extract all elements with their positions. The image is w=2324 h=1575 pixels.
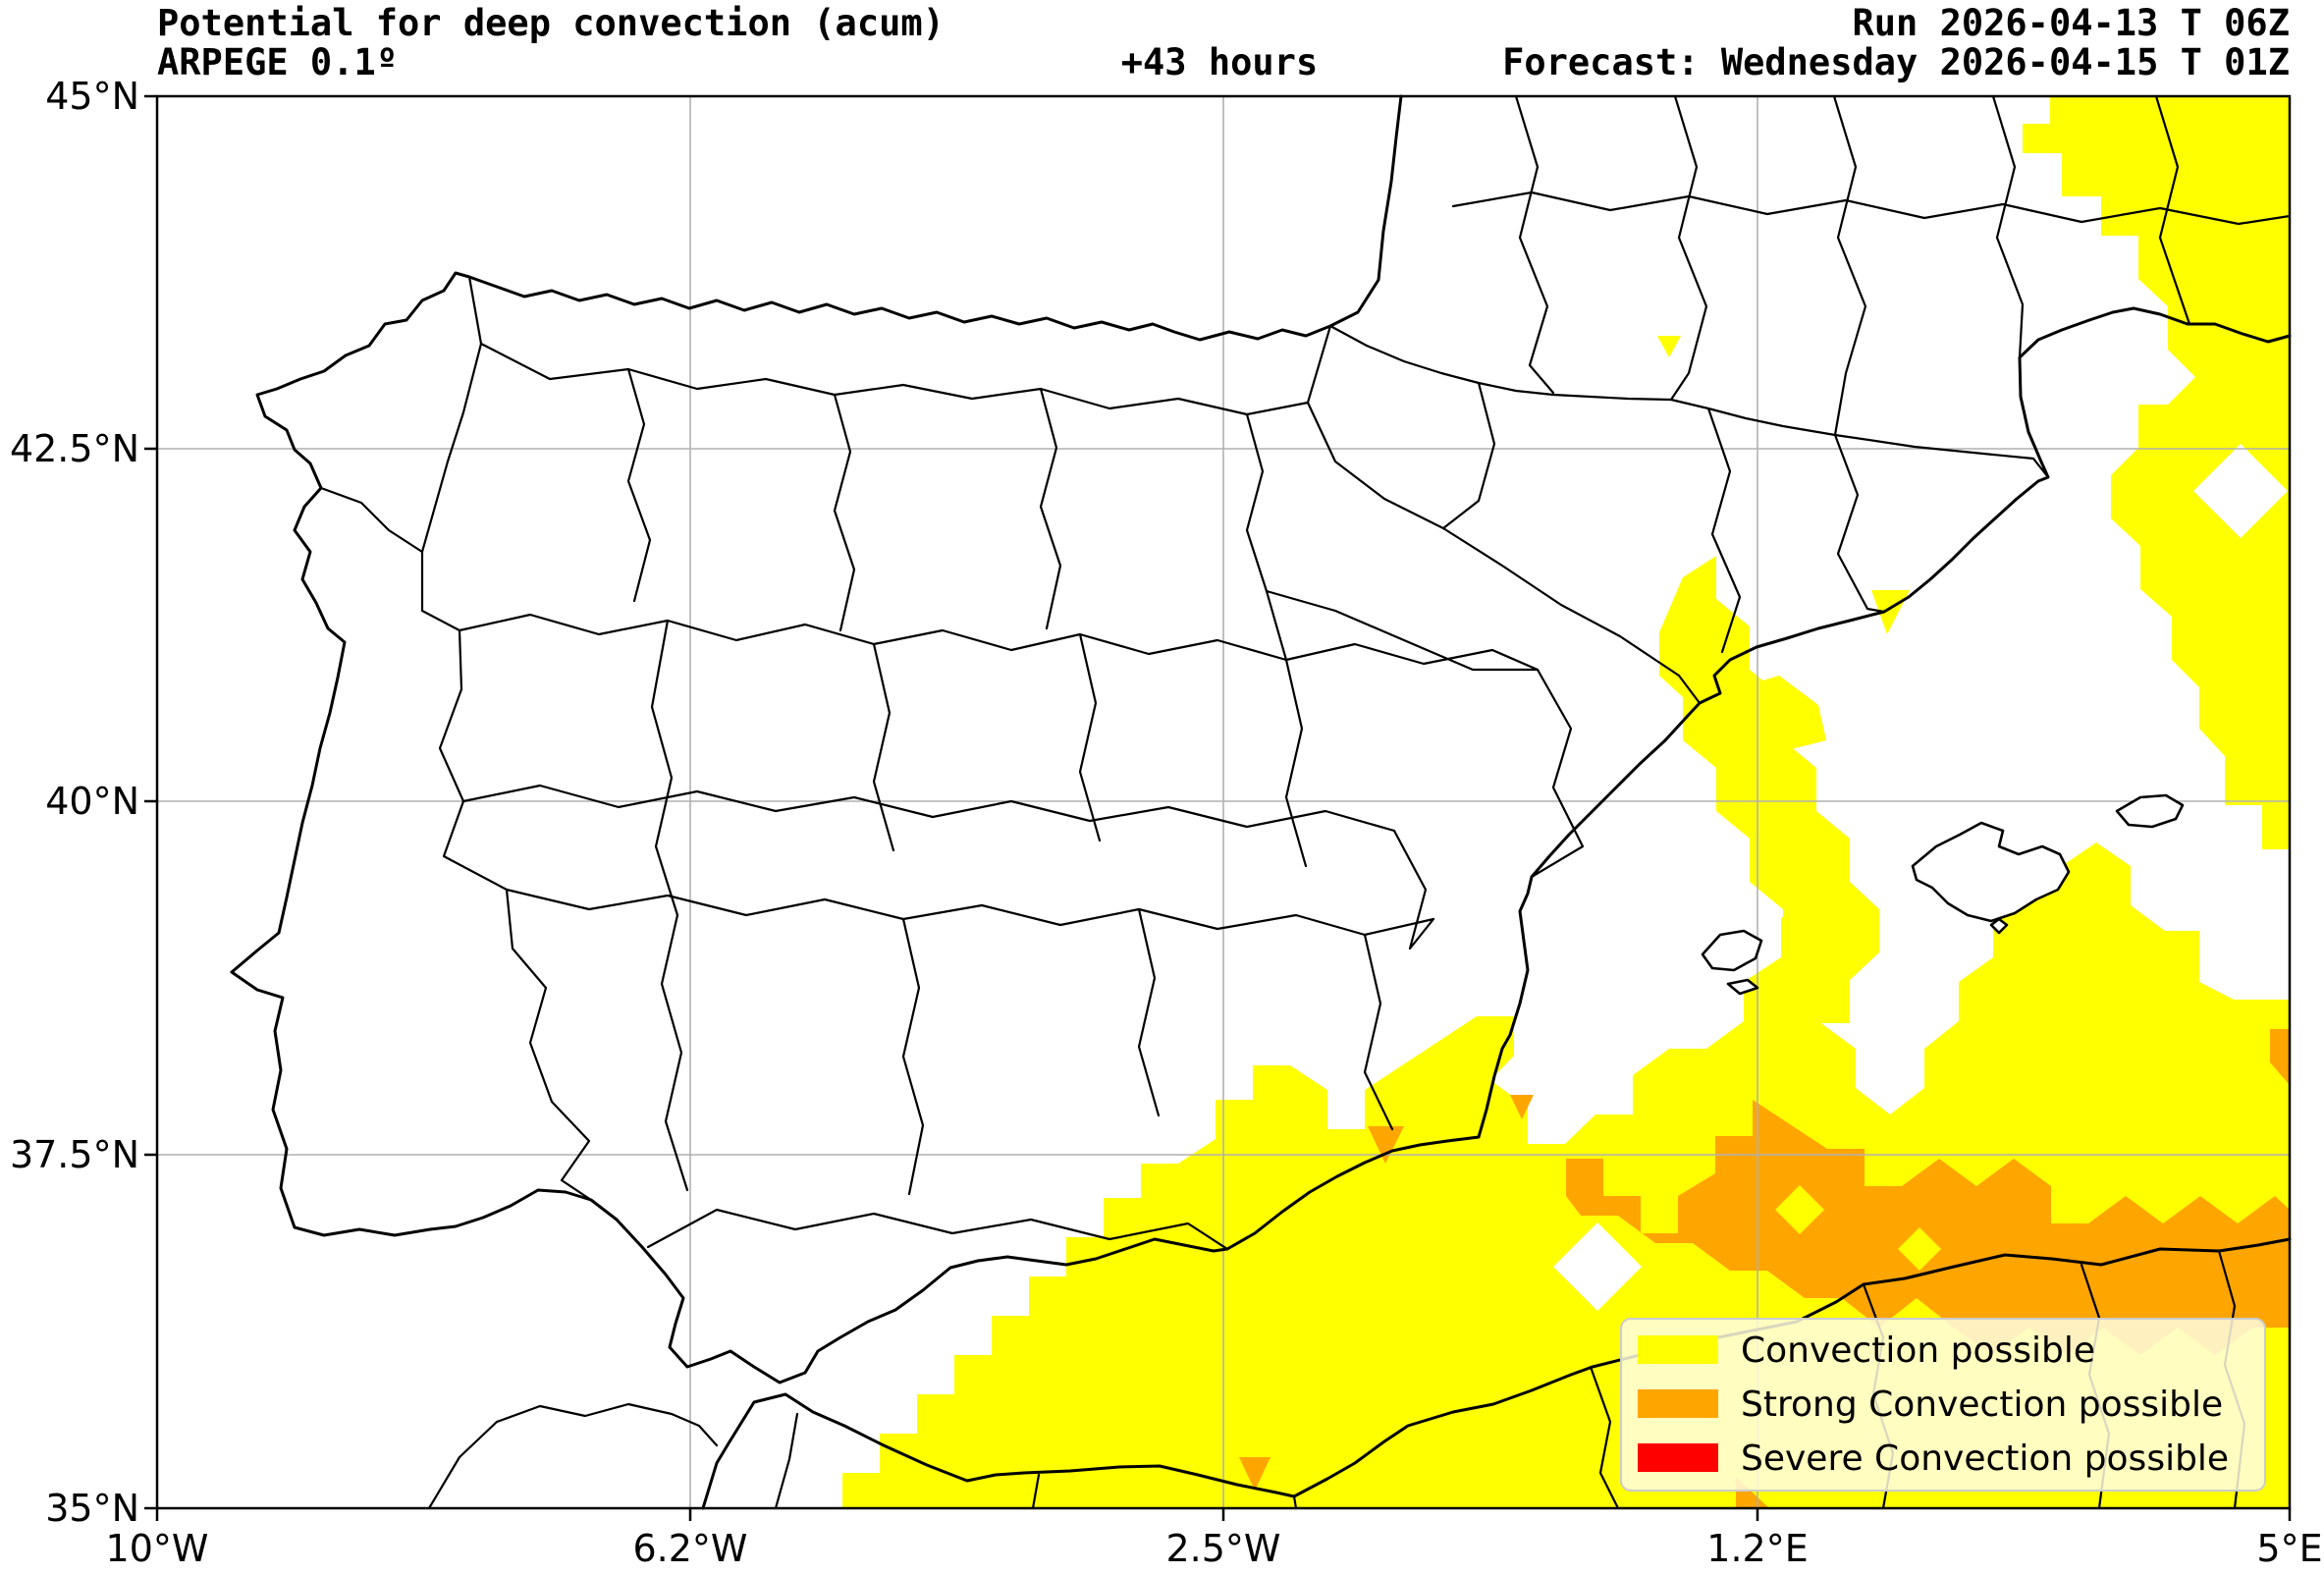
border-line [427, 1402, 719, 1510]
province-borders [319, 275, 1886, 1251]
border-line [1284, 642, 1540, 672]
africa-coastline [701, 1237, 2292, 1510]
x-axis-labels: 10°W 6.2°W 2.5°W 1.2°E 5°E [106, 1527, 2323, 1570]
white-notch [2193, 444, 2288, 538]
border-line [1706, 407, 1742, 654]
convection-region [1657, 336, 1681, 357]
strong-convection-region [1368, 1126, 1404, 1164]
border-line [505, 888, 1435, 937]
legend: Convection possible Strong Convection po… [1620, 1318, 2266, 1492]
convection-holes-in-strong [1775, 1185, 1941, 1271]
border-line [1451, 190, 2292, 226]
run-label: Run 2026-04-13 T 06Z [1852, 2, 2290, 44]
legend-box [1620, 1318, 2266, 1492]
border-line [319, 486, 593, 1202]
border-line [1669, 94, 1708, 402]
strong-convection-region [1239, 1457, 1270, 1491]
iberia-coastline [230, 94, 2292, 1385]
mallorca-island [1911, 821, 2071, 923]
x-tick-label-1-2e: 1.2°E [1706, 1527, 1808, 1570]
legend-label-convection: Convection possible [1741, 1331, 2095, 1371]
border-line [461, 784, 1396, 833]
border-line [1306, 401, 1702, 705]
border-line [420, 275, 483, 554]
gridlines [157, 96, 2290, 1508]
border-line [660, 913, 689, 1192]
border-line [1284, 658, 1308, 868]
border-line [1078, 632, 1102, 842]
x-tick-label-6-2w: 6.2°W [632, 1527, 747, 1570]
border-line [1392, 829, 1435, 950]
formentera-island [1726, 978, 1759, 996]
convection-hole [1898, 1227, 1941, 1271]
legend-swatch-severe-convection [1638, 1443, 1718, 1472]
white-notch [1553, 1222, 1642, 1311]
y-axis-labels: 45°N 42.5°N 40°N 37.5°N 35°N [10, 75, 139, 1530]
y-tick-label-35n: 35°N [45, 1487, 139, 1530]
border-line [1292, 1494, 1298, 1510]
y-tick-label-37-5n: 37.5°N [10, 1133, 139, 1176]
border-line [1514, 94, 1555, 395]
border-line [479, 324, 1332, 416]
header: Potential for deep convection (acum) Run… [157, 2, 2290, 83]
border-line [646, 1208, 1229, 1251]
border-line [1832, 94, 1867, 437]
border-line [872, 642, 895, 852]
y-tick-label-40n: 40°N [45, 780, 139, 823]
border-line [774, 1412, 799, 1510]
strong-convection-region [2270, 1029, 2290, 1085]
model-label: ARPEGE 0.1º [157, 41, 398, 83]
border-line [1245, 412, 1269, 593]
border-line [1137, 907, 1161, 1117]
legend-label-strong-convection: Strong Convection possible [1741, 1385, 2223, 1425]
border-line [1363, 933, 1394, 1131]
border-line [650, 619, 679, 917]
border-line [2154, 94, 2191, 326]
france-borders [1451, 94, 2292, 437]
lead-time-label: +43 hours [1121, 41, 1318, 83]
strong-convection-region [1566, 1100, 2290, 1355]
legend-swatch-convection [1638, 1335, 1718, 1364]
border-line [1441, 381, 1496, 530]
ibiza-island [1701, 929, 1763, 972]
border-line [1031, 1473, 1041, 1510]
menorca-island [2115, 793, 2185, 829]
border-line [833, 393, 856, 632]
page-title: Potential for deep convection (acum) [157, 2, 945, 44]
axis-ticks [144, 94, 2292, 1521]
border-line [1833, 433, 1886, 614]
cabrera-islet [1989, 917, 2009, 935]
convection-hole [1775, 1185, 1824, 1234]
y-tick-label-45n: 45°N [45, 75, 139, 118]
y-tick-label-42-5n: 42.5°N [10, 427, 139, 470]
legend-swatch-strong-convection [1638, 1389, 1718, 1418]
forecast-label: Forecast: Wednesday 2026-04-15 T 01Z [1502, 41, 2290, 83]
strong-convection-region [1510, 1095, 1534, 1119]
border-line [1039, 387, 1062, 630]
x-tick-label-5e: 5°E [2256, 1527, 2322, 1570]
convection-region [2023, 96, 2290, 849]
border-line [1991, 94, 2025, 359]
x-tick-label-2-5w: 2.5°W [1165, 1527, 1280, 1570]
clear-sky-notches [1553, 444, 2288, 1311]
pyrenees-border [1328, 324, 2050, 479]
border-line [458, 589, 1288, 662]
border-line [626, 367, 652, 603]
legend-label-severe-convection: Severe Convection possible [1741, 1439, 2229, 1479]
balearic-islands [1701, 793, 2185, 996]
strong-convection-regions [1239, 1029, 2290, 1508]
border-line [1265, 589, 1540, 672]
border-line [901, 917, 925, 1196]
x-tick-label-10w: 10°W [106, 1527, 209, 1570]
border-line [1589, 1365, 1620, 1510]
border-line [1530, 668, 1585, 879]
